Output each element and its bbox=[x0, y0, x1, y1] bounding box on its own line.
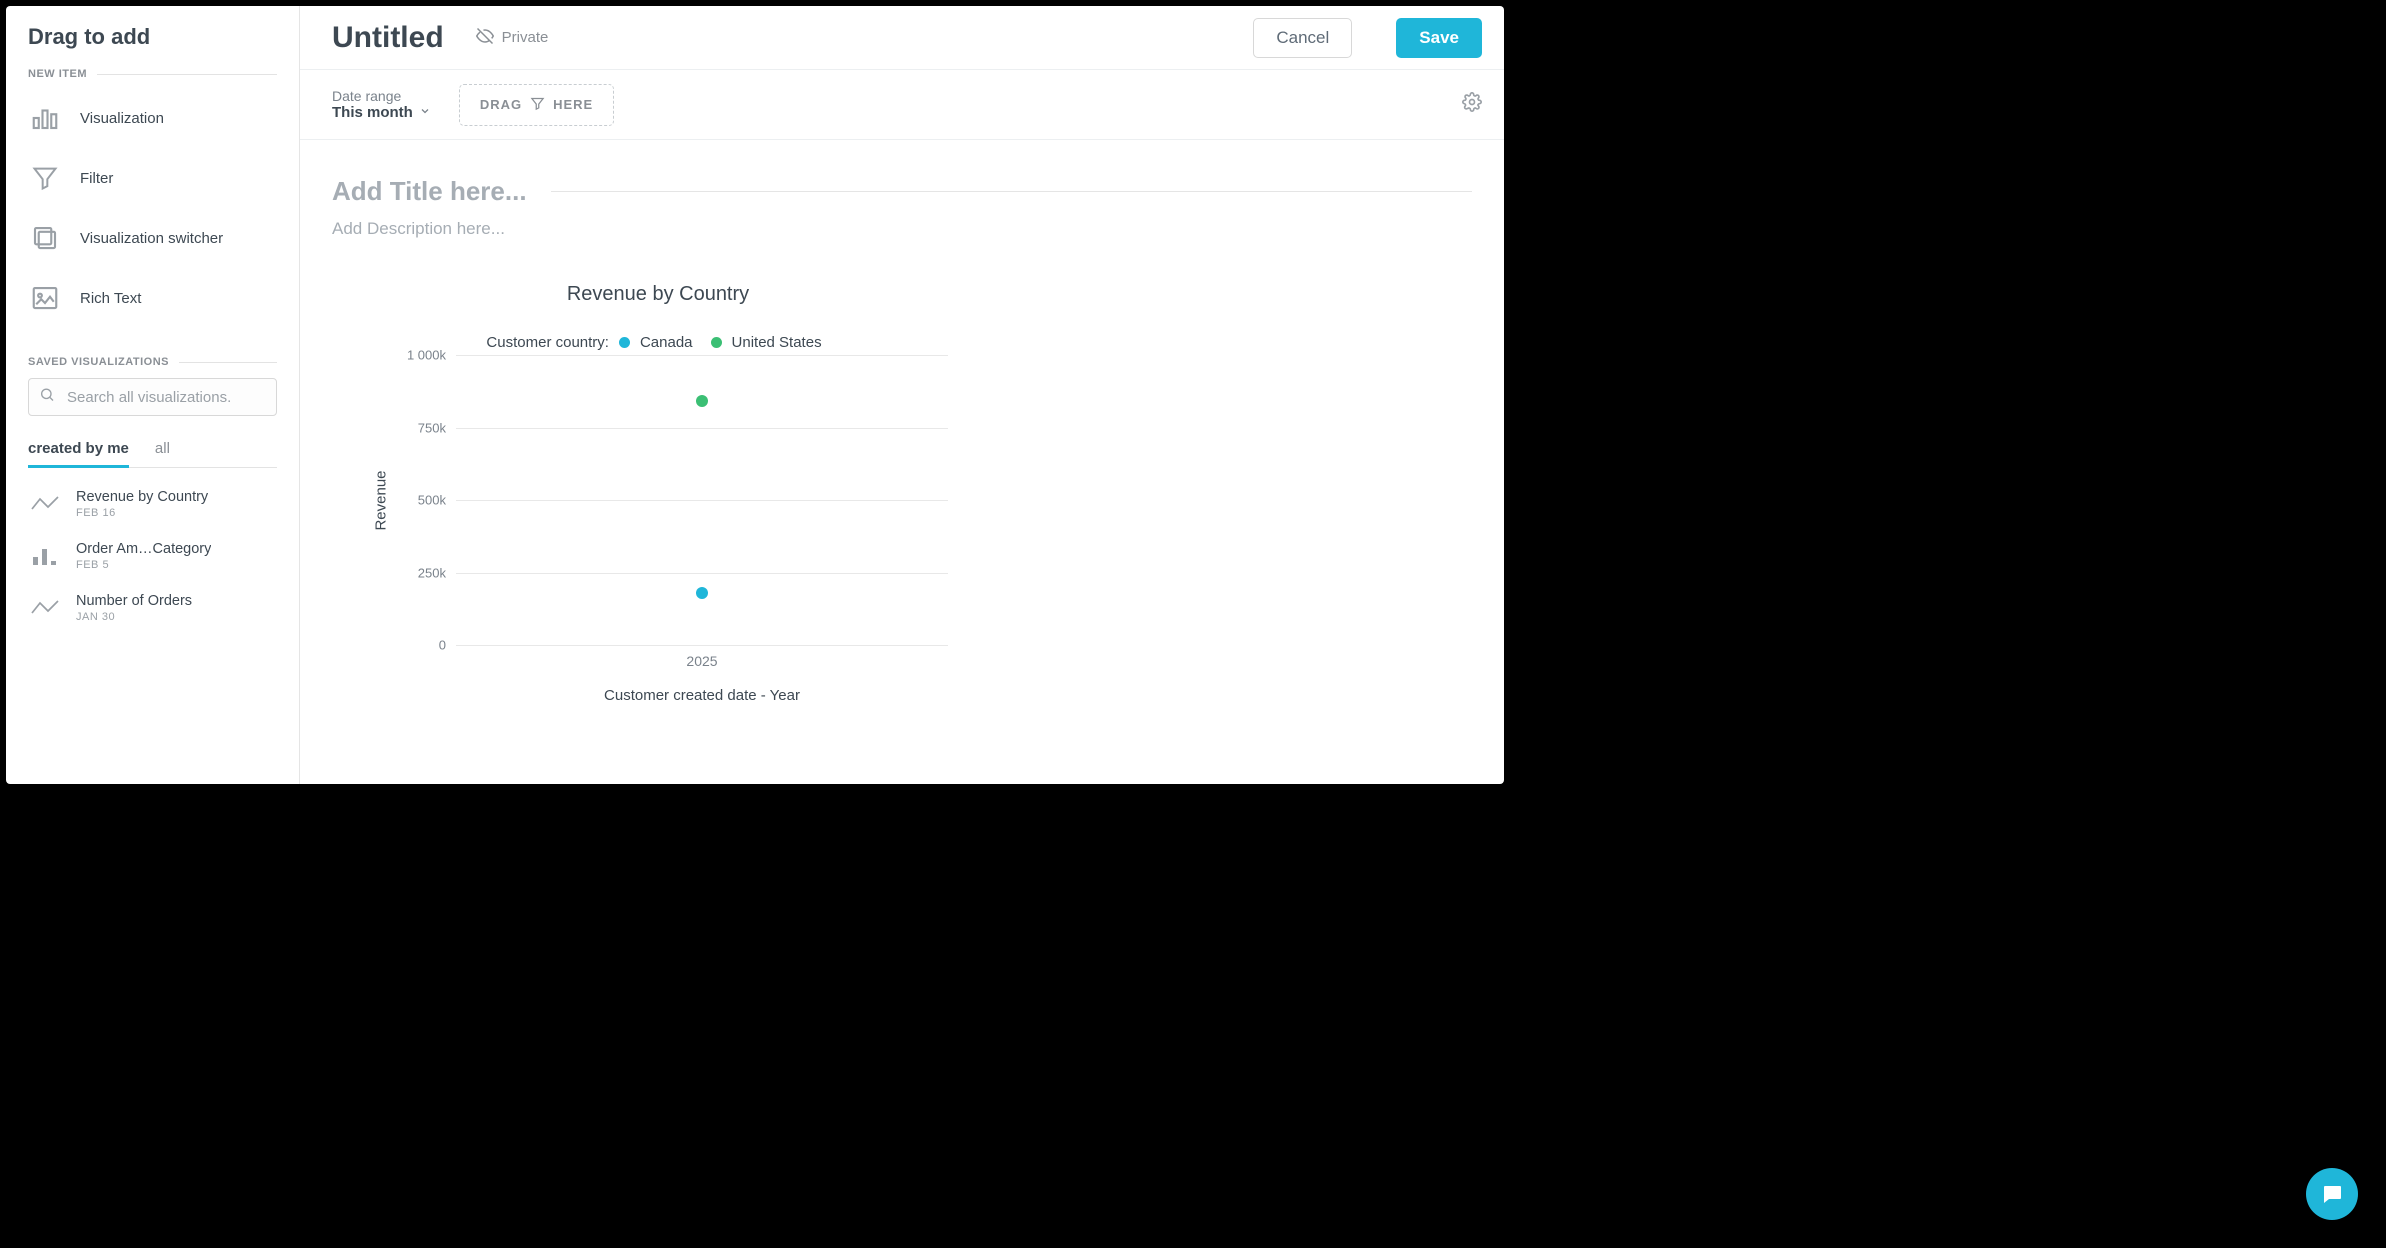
saved-item-name: Revenue by Country bbox=[76, 489, 208, 505]
divider bbox=[551, 191, 1472, 192]
chevron-down-icon bbox=[419, 104, 431, 121]
new-item-section-label: NEW ITEM bbox=[28, 68, 277, 80]
cancel-button[interactable]: Cancel bbox=[1253, 18, 1352, 58]
legend-series-label[interactable]: United States bbox=[732, 334, 822, 351]
new-item-bars[interactable]: Visualization bbox=[28, 88, 277, 148]
saved-item-date: FEB 16 bbox=[76, 507, 208, 519]
chart-xlabel: Customer created date - Year bbox=[456, 687, 948, 704]
legend-label: Customer country: bbox=[486, 334, 609, 351]
line-icon bbox=[28, 597, 62, 619]
funnel-icon bbox=[530, 96, 545, 114]
sidebar-title: Drag to add bbox=[28, 24, 277, 50]
xtick: 2025 bbox=[456, 645, 948, 669]
search-input[interactable] bbox=[28, 378, 277, 416]
gridline bbox=[456, 500, 948, 501]
search-wrap bbox=[28, 378, 277, 416]
legend-series-label[interactable]: Canada bbox=[640, 334, 693, 351]
canvas: Add Title here... Add Description here..… bbox=[300, 140, 1504, 784]
saved-item-date: JAN 30 bbox=[76, 611, 192, 623]
divider bbox=[179, 362, 277, 363]
document-title[interactable]: Untitled bbox=[332, 21, 444, 55]
new-item-richtext[interactable]: Rich Text bbox=[28, 268, 277, 328]
gridline bbox=[456, 355, 948, 356]
new-item-funnel[interactable]: Filter bbox=[28, 148, 277, 208]
saved-item-name: Order Am…Category bbox=[76, 541, 211, 557]
saved-visualization-item[interactable]: Number of Orders JAN 30 bbox=[28, 582, 277, 634]
legend-swatch bbox=[619, 337, 630, 348]
title-input[interactable]: Add Title here... bbox=[332, 176, 527, 207]
gridline bbox=[456, 573, 948, 574]
drag-label-right: HERE bbox=[553, 97, 593, 112]
saved-visualizations-label: SAVED VISUALIZATIONS bbox=[28, 356, 169, 368]
gridline bbox=[456, 428, 948, 429]
chart-ylabel: Revenue bbox=[373, 470, 390, 530]
ytick: 500k bbox=[418, 493, 446, 508]
sidebar: Drag to add NEW ITEM Visualization Filte… bbox=[6, 6, 300, 784]
bars-small-icon bbox=[28, 545, 62, 567]
new-item-stack[interactable]: Visualization switcher bbox=[28, 208, 277, 268]
new-item-label: Visualization bbox=[80, 110, 164, 127]
chart-point[interactable] bbox=[696, 395, 708, 407]
filterbar: Date range This month DRAG HERE bbox=[300, 70, 1504, 140]
chart-xaxis: 2025 bbox=[456, 645, 948, 669]
date-range-label: Date range bbox=[332, 88, 431, 104]
save-button[interactable]: Save bbox=[1396, 18, 1482, 58]
description-input[interactable]: Add Description here... bbox=[332, 219, 1472, 239]
privacy-toggle[interactable]: Private bbox=[476, 27, 549, 49]
legend-swatch bbox=[711, 337, 722, 348]
ytick: 250k bbox=[418, 565, 446, 580]
main: Untitled Private Cancel Save Date range … bbox=[300, 6, 1504, 784]
settings-button[interactable] bbox=[1462, 92, 1482, 117]
drag-label-left: DRAG bbox=[480, 97, 522, 112]
saved-item-name: Number of Orders bbox=[76, 593, 192, 609]
chart-yaxis: 1 000k750k500k250k0 bbox=[394, 355, 456, 645]
new-item-label: NEW ITEM bbox=[28, 68, 87, 80]
filter-dropzone[interactable]: DRAG HERE bbox=[459, 84, 614, 126]
chart-title: Revenue by Country bbox=[368, 283, 948, 306]
funnel-icon bbox=[28, 164, 62, 192]
saved-section-label: SAVED VISUALIZATIONS bbox=[28, 356, 277, 368]
ytick: 1 000k bbox=[407, 348, 446, 363]
saved-visualization-item[interactable]: Revenue by Country FEB 16 bbox=[28, 478, 277, 530]
chart-legend: Customer country: Canada United States bbox=[368, 334, 948, 351]
topbar: Untitled Private Cancel Save bbox=[300, 6, 1504, 70]
tab-created-by-me[interactable]: created by me bbox=[28, 432, 129, 467]
divider bbox=[97, 74, 277, 75]
date-range-value: This month bbox=[332, 104, 431, 121]
new-item-label: Visualization switcher bbox=[80, 230, 223, 247]
eye-off-icon bbox=[476, 27, 494, 49]
new-item-label: Filter bbox=[80, 170, 113, 187]
tab-all[interactable]: all bbox=[155, 432, 170, 467]
stack-icon bbox=[28, 223, 62, 253]
saved-visualization-item[interactable]: Order Am…Category FEB 5 bbox=[28, 530, 277, 582]
date-range-value-text: This month bbox=[332, 104, 413, 121]
ytick: 0 bbox=[439, 638, 446, 653]
new-item-label: Rich Text bbox=[80, 290, 141, 307]
richtext-icon bbox=[28, 283, 62, 313]
privacy-label: Private bbox=[502, 29, 549, 46]
saved-item-date: FEB 5 bbox=[76, 559, 211, 571]
chart: Revenue by Country Customer country: Cana… bbox=[368, 283, 948, 704]
bars-icon bbox=[28, 103, 62, 133]
chart-point[interactable] bbox=[696, 587, 708, 599]
search-icon bbox=[39, 387, 55, 408]
chart-plot bbox=[456, 355, 948, 645]
chat-fab[interactable] bbox=[2306, 1168, 2358, 1220]
date-range-picker[interactable]: Date range This month bbox=[332, 88, 431, 121]
ytick: 750k bbox=[418, 420, 446, 435]
gridline bbox=[456, 645, 948, 646]
line-icon bbox=[28, 493, 62, 515]
